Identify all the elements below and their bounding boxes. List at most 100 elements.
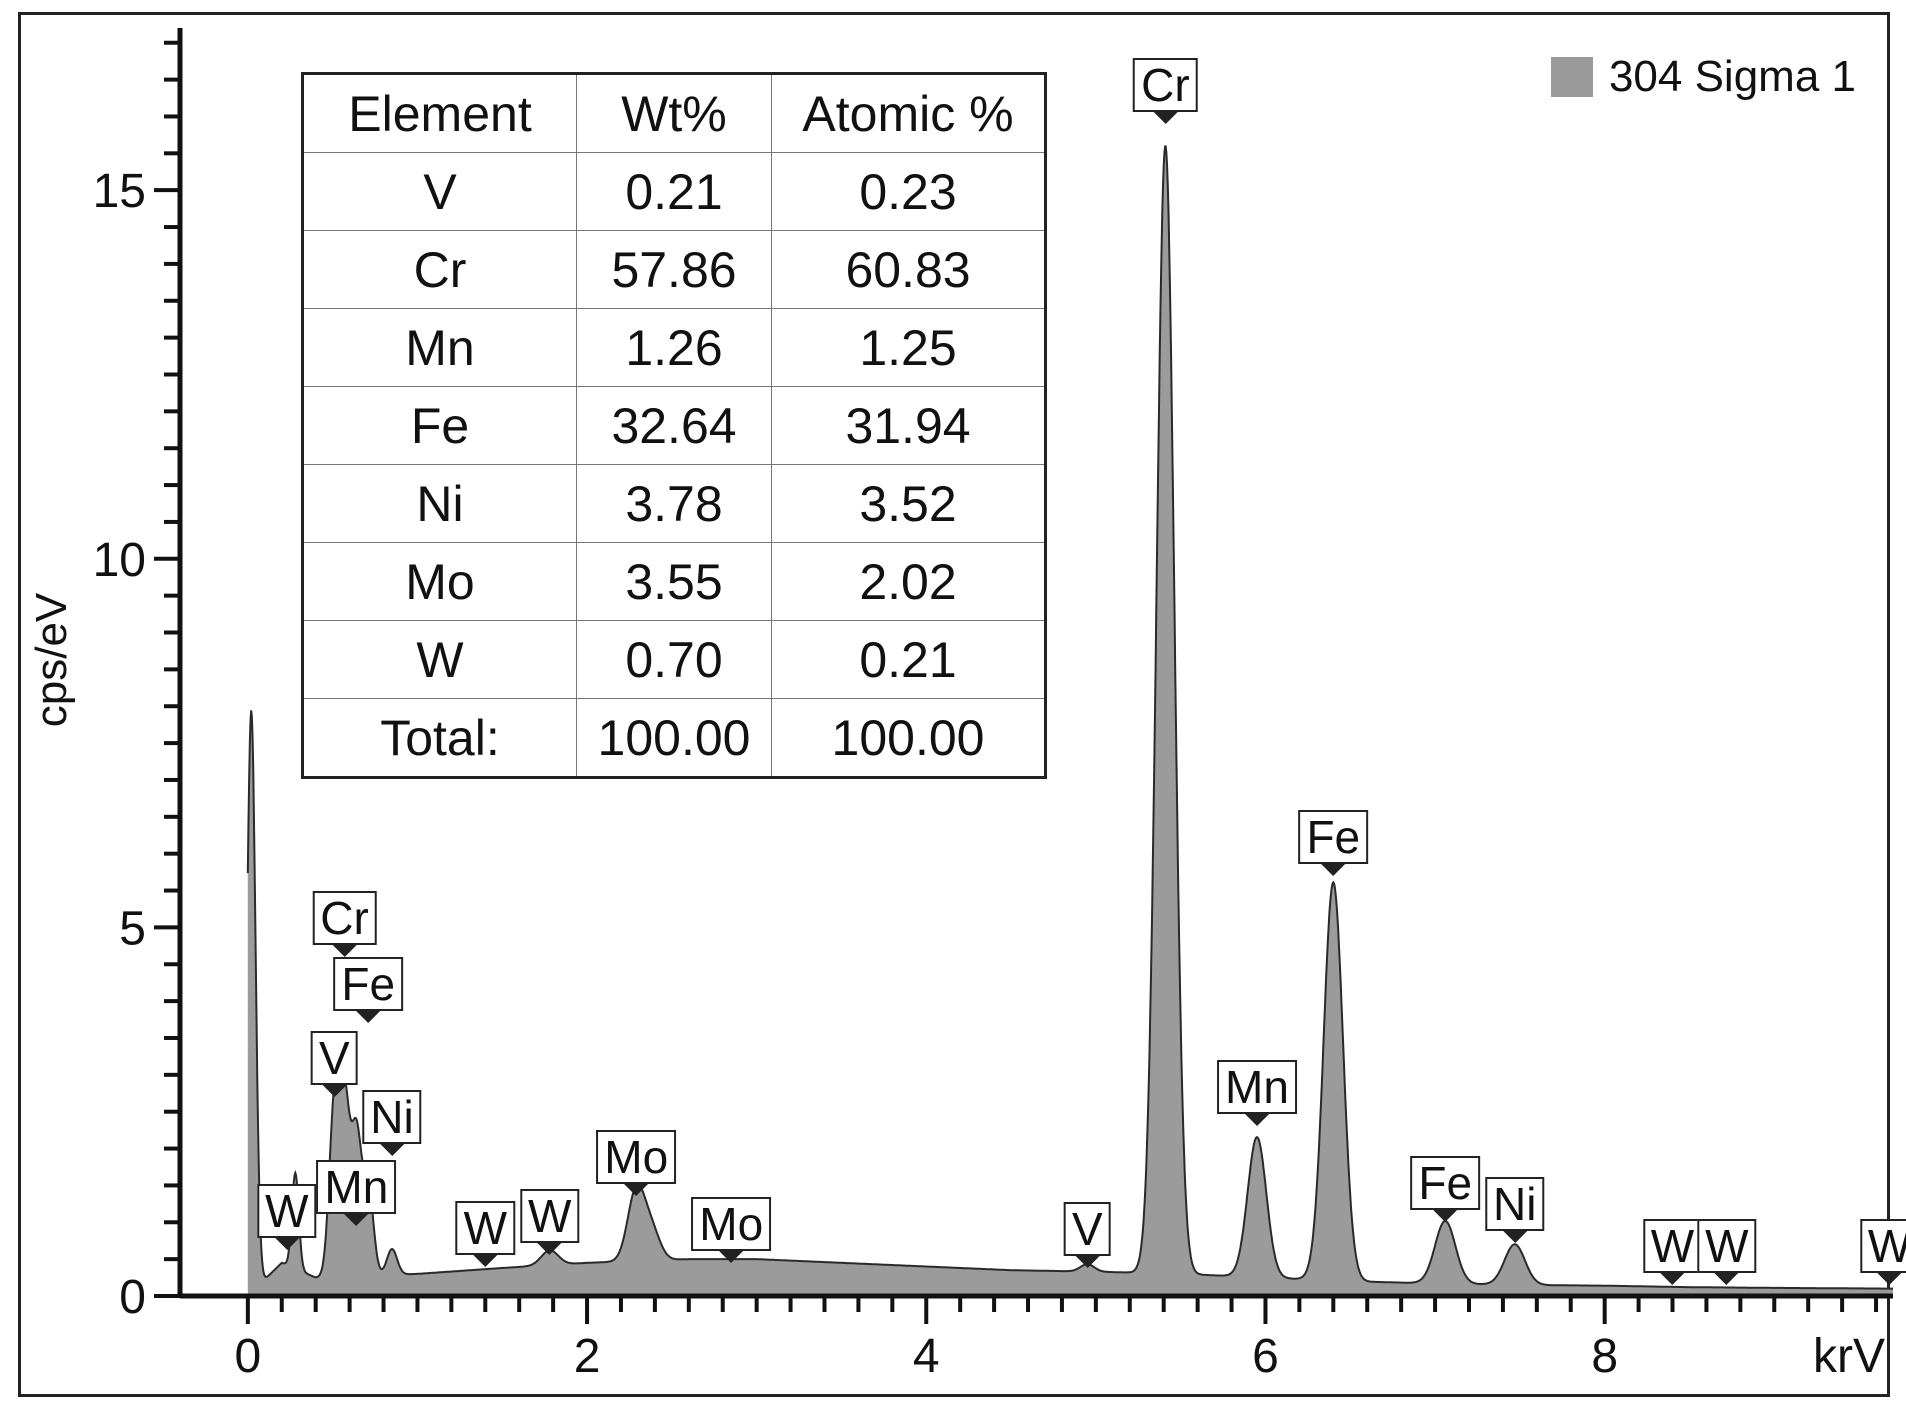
- legend-label: 304 Sigma 1: [1608, 52, 1856, 101]
- cell-element: Total:: [302, 698, 577, 778]
- peak-label: W: [257, 1184, 317, 1251]
- peak-label-pointer: [322, 1084, 347, 1097]
- chart-frame: [18, 12, 1890, 1397]
- header-atomic: Atomic %: [771, 73, 1046, 153]
- peak-label: W: [1697, 1218, 1757, 1285]
- cell-wt: 0.70: [576, 620, 772, 699]
- peak-label: Cr: [312, 890, 377, 957]
- legend: 304 Sigma 1: [1550, 52, 1856, 102]
- cell-atomic: 100.00: [771, 698, 1046, 778]
- peak-label: Mn: [1217, 1060, 1297, 1127]
- composition-table: Element Wt% Atomic % V 0.21 0.23 Cr 57.86 60…: [301, 72, 1047, 779]
- peak-label-text: Cr: [312, 890, 377, 945]
- x-axis-label: krV: [1813, 1330, 1885, 1383]
- cell-atomic: 3.52: [771, 464, 1046, 543]
- peak-label: Mo: [691, 1196, 772, 1263]
- legend-swatch: [1550, 57, 1593, 97]
- peak-label-pointer: [1714, 1272, 1739, 1285]
- table-row: Mn 1.26 1.25: [302, 308, 1046, 387]
- peak-label: Fe: [333, 957, 404, 1024]
- peak-label-text: W: [1859, 1218, 1906, 1273]
- peak-label-pointer: [1244, 1114, 1269, 1127]
- peak-label-text: Cr: [1133, 57, 1198, 112]
- table-row: W 0.70 0.21: [302, 620, 1046, 699]
- x-tick-label: 6: [1252, 1330, 1279, 1383]
- peak-label-pointer: [1660, 1272, 1685, 1285]
- peak-label-text: W: [1697, 1218, 1757, 1273]
- cell-wt: 32.64: [576, 386, 772, 465]
- table-header-row: Element Wt% Atomic %: [302, 73, 1046, 153]
- y-tick-label: 15: [93, 165, 146, 218]
- peak-label-pointer: [537, 1243, 562, 1256]
- x-tick-label: 2: [574, 1330, 601, 1383]
- table-row: Ni 3.78 3.52: [302, 464, 1046, 543]
- peak-label-pointer: [1075, 1255, 1100, 1268]
- peak-label-pointer: [1502, 1230, 1527, 1243]
- x-tick-label: 8: [1591, 1330, 1618, 1383]
- cell-atomic: 0.21: [771, 620, 1046, 699]
- peak-label: Ni: [1485, 1176, 1545, 1243]
- peak-label-text: Fe: [333, 957, 404, 1012]
- peak-label-pointer: [1153, 111, 1178, 124]
- table-row: Total: 100.00 100.00: [302, 698, 1046, 778]
- cell-atomic: 31.94: [771, 386, 1046, 465]
- peak-label-text: W: [455, 1200, 515, 1255]
- peak-label-text: V: [1064, 1201, 1111, 1256]
- peak-label-pointer: [379, 1143, 404, 1156]
- peak-label-text: Ni: [1485, 1176, 1545, 1231]
- y-tick-label: 5: [119, 902, 146, 955]
- peak-label-text: W: [520, 1189, 580, 1244]
- cell-atomic: 1.25: [771, 308, 1046, 387]
- cell-wt: 3.55: [576, 542, 772, 621]
- peak-label-text: Mo: [691, 1196, 772, 1251]
- table-row: Cr 57.86 60.83: [302, 230, 1046, 309]
- peak-label: W: [520, 1189, 580, 1256]
- header-element: Element: [302, 73, 577, 153]
- peak-label: W: [455, 1200, 515, 1267]
- peak-label-text: Fe: [1298, 809, 1369, 864]
- peak-label-pointer: [356, 1011, 381, 1024]
- table-row: Mo 3.55 2.02: [302, 542, 1046, 621]
- peak-label: Ni: [362, 1089, 422, 1156]
- peak-label-pointer: [473, 1254, 498, 1267]
- table-row: V 0.21 0.23: [302, 152, 1046, 231]
- cell-wt: 3.78: [576, 464, 772, 543]
- peak-label: W: [1642, 1218, 1703, 1285]
- cell-atomic: 0.23: [771, 152, 1046, 231]
- peak-label-text: Mn: [316, 1159, 397, 1214]
- peak-label-pointer: [274, 1238, 299, 1251]
- peak-label-pointer: [624, 1184, 649, 1197]
- cell-wt: 100.00: [576, 698, 772, 778]
- peak-label-text: W: [1642, 1218, 1703, 1273]
- peak-label: V: [1064, 1201, 1111, 1268]
- spectrum-line: [246, 145, 1893, 1290]
- cell-element: Ni: [302, 464, 577, 543]
- peak-label-pointer: [1877, 1272, 1902, 1285]
- y-tick-label: 10: [93, 534, 146, 587]
- cell-element: Cr: [302, 230, 577, 309]
- peak-label-text: Mo: [596, 1130, 677, 1185]
- cell-wt: 1.26: [576, 308, 772, 387]
- y-axis-label: cps/eV: [27, 592, 76, 727]
- cell-element: V: [302, 152, 577, 231]
- peak-label-text: V: [310, 1030, 358, 1085]
- cell-wt: 57.86: [576, 230, 772, 309]
- peak-label: V: [310, 1030, 358, 1097]
- cell-atomic: 60.83: [771, 230, 1046, 309]
- peak-label: Fe: [1298, 809, 1369, 876]
- cell-atomic: 2.02: [771, 542, 1046, 621]
- table-row: Fe 32.64 31.94: [302, 386, 1046, 465]
- cell-wt: 0.21: [576, 152, 772, 231]
- peak-label-pointer: [332, 944, 357, 957]
- peak-label-pointer: [1433, 1210, 1458, 1223]
- peak-label: Mo: [596, 1130, 677, 1197]
- peak-label-pointer: [344, 1213, 369, 1226]
- peak-label: Fe: [1410, 1156, 1481, 1223]
- peak-label-pointer: [1321, 863, 1346, 876]
- header-wt: Wt%: [576, 73, 772, 153]
- cell-element: Fe: [302, 386, 577, 465]
- cell-element: Mn: [302, 308, 577, 387]
- x-tick-label: 4: [913, 1330, 940, 1383]
- peak-label-text: Fe: [1410, 1156, 1481, 1211]
